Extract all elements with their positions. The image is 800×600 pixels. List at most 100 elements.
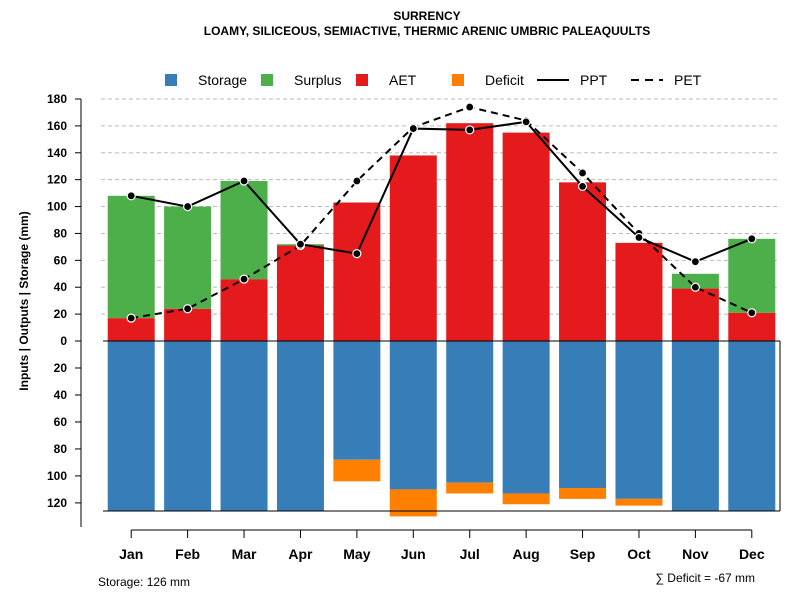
legend-swatch — [356, 74, 368, 86]
aet-bar — [615, 242, 663, 341]
ppt-line — [131, 120, 753, 263]
legend-swatch — [452, 74, 464, 86]
deficit-note: ∑ Deficit = -67 mm — [655, 571, 755, 585]
y-tick-label: 100 — [47, 200, 67, 214]
deficit-bar — [333, 459, 381, 482]
deficit-bar — [389, 489, 437, 517]
aet-bar — [107, 318, 155, 341]
series-lines — [126, 102, 757, 323]
ppt-line-point — [690, 257, 700, 267]
y-tick-label: 120 — [47, 496, 67, 510]
ppt-line-point — [521, 117, 531, 127]
y-tick-label: 80 — [54, 226, 68, 240]
x-tick-label: Dec — [739, 546, 765, 562]
deficit-bar — [559, 488, 607, 499]
surplus-bar — [671, 273, 719, 289]
aet-bar — [333, 202, 381, 341]
x-tick-label: Jan — [119, 546, 143, 562]
x-tick-label: Apr — [288, 546, 313, 562]
ppt-line-point — [465, 125, 475, 135]
x-tick-label: May — [343, 546, 370, 562]
chart-subtitle: LOAMY, SILICEOUS, SEMIACTIVE, THERMIC AR… — [204, 24, 650, 38]
ppt-line-point — [747, 234, 757, 244]
y-tick-label: 180 — [47, 92, 67, 106]
storage-bar — [220, 341, 268, 511]
y-tick-label: 140 — [47, 146, 67, 160]
storage-bar — [671, 341, 719, 511]
deficit-bar — [615, 498, 663, 506]
y-axis-label: Inputs | Outputs | Storage (mm) — [17, 211, 31, 390]
x-tick-label: Feb — [175, 546, 200, 562]
legend-swatch — [165, 74, 177, 86]
bars — [107, 123, 776, 517]
aet-bar — [559, 182, 607, 341]
ppt-line-point — [634, 232, 644, 243]
y-tick-label: 20 — [54, 307, 68, 321]
legend-label: AET — [389, 72, 417, 88]
aet-bar — [164, 308, 212, 341]
chart-title: SURRENCY — [393, 9, 460, 23]
y-tick-label: 100 — [47, 469, 67, 483]
aet-bar — [728, 312, 776, 341]
storage-bar — [615, 341, 663, 499]
x-tick-label: Nov — [682, 546, 709, 562]
pet-line-point — [747, 308, 757, 318]
aet-bar — [502, 132, 550, 341]
pet-line-point — [577, 168, 588, 178]
storage-bar — [502, 341, 550, 494]
storage-bar — [446, 341, 494, 483]
axes: 180 160 140 120 100 80 60 40 20 0 20 40 60 80 100 120 Ja… — [47, 92, 781, 562]
ppt-line-point — [126, 191, 136, 201]
aet-bar — [276, 245, 324, 341]
legend: Storage Surplus AET Deficit PPT PET — [165, 72, 702, 88]
deficit-bar — [502, 493, 550, 505]
surplus-bar — [107, 195, 155, 319]
legend-label: PET — [674, 72, 702, 88]
ppt-line-point — [239, 176, 249, 186]
ppt-line-point — [295, 239, 306, 249]
pet-line-point — [465, 102, 475, 112]
ppt-line-point — [183, 201, 193, 212]
x-tick-label: Jun — [401, 546, 426, 562]
storage-bar — [333, 341, 381, 460]
y-tick-label: 40 — [54, 280, 68, 294]
legend-swatch — [261, 74, 273, 86]
y-tick-label: 60 — [54, 253, 68, 267]
aet-bar — [389, 155, 437, 341]
storage-bar — [107, 341, 155, 511]
surplus-bar — [220, 181, 268, 280]
x-tick-label: Sep — [570, 546, 596, 562]
x-tick-label: Aug — [513, 546, 540, 562]
y-tick-label: 40 — [54, 388, 68, 402]
ppt-line-point — [577, 181, 588, 191]
y-tick-label: 60 — [54, 415, 68, 429]
storage-bar — [164, 341, 212, 511]
storage-bar — [389, 341, 437, 490]
aet-bar — [671, 288, 719, 341]
pet-line-point — [690, 282, 700, 292]
pet-line-point — [239, 274, 249, 284]
y-tick-label: 0 — [60, 334, 67, 348]
pet-line-point — [352, 176, 362, 186]
pet-line-point — [183, 304, 193, 314]
deficit-bar — [446, 482, 494, 494]
storage-bar — [276, 341, 324, 511]
pet-line-point — [126, 313, 136, 323]
legend-label: PPT — [580, 72, 608, 88]
legend-label: Deficit — [485, 72, 524, 88]
aet-bar — [446, 123, 494, 341]
storage-bar — [559, 341, 607, 489]
x-tick-label: Oct — [627, 546, 651, 562]
y-tick-label: 80 — [54, 442, 68, 456]
y-tick-label: 160 — [47, 119, 67, 133]
gridlines — [101, 98, 780, 315]
x-tick-label: Mar — [232, 546, 257, 562]
storage-note: Storage: 126 mm — [98, 575, 190, 589]
ppt-line-point — [352, 249, 362, 259]
x-tick-label: Jul — [460, 546, 480, 562]
surplus-bar — [164, 206, 212, 309]
storage-bar — [728, 341, 776, 511]
y-tick-label: 120 — [47, 173, 67, 187]
ppt-line-point — [408, 123, 418, 134]
